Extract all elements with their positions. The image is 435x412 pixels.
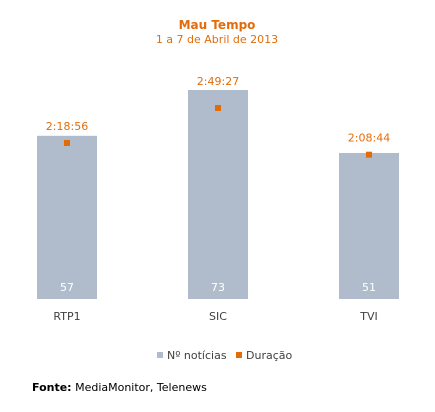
source-text: MediaMonitor, Telenews: [71, 381, 207, 394]
bar-value-sic: 73: [211, 281, 225, 294]
bar-value-tvi: 51: [362, 281, 376, 294]
bar-tvi: [339, 152, 399, 299]
duration-marker-rtp1: [64, 140, 70, 146]
duration-marker-tvi: [366, 151, 372, 158]
source-label: Fonte:: [32, 381, 72, 394]
legend-label-news: Nº notícias: [167, 349, 227, 362]
legend: Nº notícias Duração: [157, 349, 292, 362]
chart-subtitle: 1 a 7 de Abril de 2013: [156, 33, 278, 46]
bar-rtp1: [37, 135, 97, 299]
duration-label-rtp1: 2:18:56: [46, 120, 88, 133]
chart: Mau Tempo 1 a 7 de Abril de 2013 57 RTP1 2…: [37, 18, 399, 362]
legend-label-duration: Duração: [246, 349, 292, 362]
legend-swatch-duration: [236, 352, 242, 358]
bar-sic: [188, 90, 248, 299]
category-label-rtp1: RTP1: [53, 310, 80, 323]
category-label-sic: SIC: [209, 310, 227, 323]
chart-title: Mau Tempo: [179, 18, 256, 32]
category-label-tvi: TVI: [359, 310, 378, 323]
duration-label-sic: 2:49:27: [197, 75, 239, 88]
bar-value-rtp1: 57: [60, 281, 74, 294]
source-note: Fonte: MediaMonitor, Telenews: [32, 381, 207, 394]
duration-marker-sic: [215, 105, 221, 111]
duration-label-tvi: 2:08:44: [348, 132, 390, 145]
plot-area: 57 RTP1 2:18:56 73 SIC 2:49:27 51 TVI 2:08:44: [37, 75, 399, 323]
legend-swatch-news: [157, 352, 163, 358]
